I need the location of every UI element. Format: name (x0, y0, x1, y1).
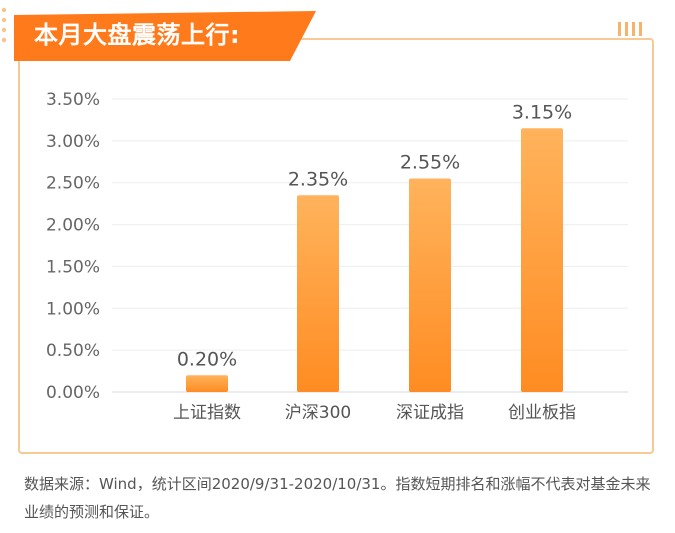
y-tick-label: 2.00% (46, 216, 100, 236)
x-tick-label: 上证指数 (173, 403, 241, 423)
data-label: 2.35% (288, 168, 348, 190)
y-tick-label: 0.00% (46, 383, 100, 403)
x-tick-label: 创业板指 (508, 403, 576, 423)
y-tick-label: 1.00% (46, 299, 100, 319)
y-tick-label: 3.00% (46, 132, 100, 152)
data-label: 3.15% (512, 101, 572, 123)
data-label: 0.20% (177, 348, 237, 370)
y-tick-label: 1.50% (46, 257, 100, 277)
footnote: 数据来源：Wind，统计区间2020/9/31-2020/10/31。指数短期排… (24, 475, 651, 521)
bar (409, 178, 451, 392)
bar (521, 128, 563, 393)
decorative-dots (1, 7, 7, 43)
y-tick-label: 2.50% (46, 174, 100, 194)
page-title: 本月大盘震荡上行: (34, 21, 241, 49)
x-tick-label: 深证成指 (396, 403, 464, 423)
bar (297, 195, 339, 392)
bar (186, 375, 228, 392)
x-tick-label: 沪深300 (285, 403, 351, 423)
title-banner (14, 11, 316, 61)
decorative-stripes (618, 22, 642, 36)
y-tick-label: 0.50% (46, 341, 100, 361)
y-tick-label: 3.50% (46, 90, 100, 110)
data-label: 2.55% (400, 152, 460, 174)
